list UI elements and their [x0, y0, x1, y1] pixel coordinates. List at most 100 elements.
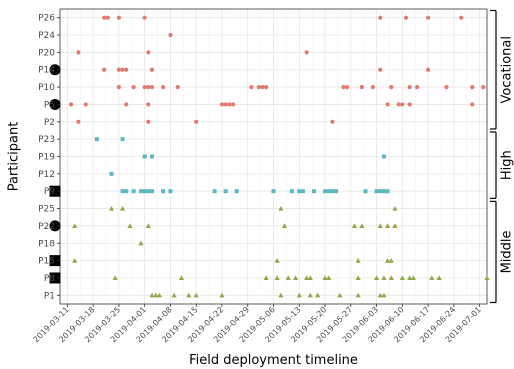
data-point	[76, 50, 81, 55]
data-point	[127, 223, 133, 228]
data-point	[341, 84, 346, 90]
data-point	[249, 84, 254, 90]
data-point	[388, 258, 394, 263]
data-point	[459, 15, 464, 20]
data-point	[142, 84, 147, 90]
data-point	[297, 189, 302, 194]
data-point	[429, 275, 435, 281]
data-point	[385, 102, 390, 107]
data-point	[175, 84, 180, 90]
data-point	[102, 15, 107, 20]
data-point	[146, 102, 151, 107]
data-point	[124, 102, 129, 107]
data-point	[263, 275, 269, 281]
data-point	[131, 189, 136, 194]
y-tick-label: P8	[44, 274, 55, 284]
data-point	[120, 67, 125, 72]
data-point	[414, 84, 420, 90]
data-point	[124, 67, 129, 72]
y-tick-label: P15	[38, 257, 55, 267]
y-tick-label: P24	[38, 31, 55, 41]
data-point	[481, 84, 486, 90]
data-point	[370, 84, 375, 90]
data-point	[351, 223, 358, 228]
data-point	[389, 84, 394, 90]
data-point	[304, 275, 310, 281]
data-point	[289, 189, 294, 194]
data-point	[278, 292, 284, 298]
data-point	[72, 223, 78, 228]
data-point	[363, 189, 368, 194]
data-point	[227, 102, 232, 107]
row-marker-circle	[49, 64, 61, 76]
y-tick-label: P9	[44, 187, 55, 197]
group-label: High	[500, 150, 514, 180]
y-tick-label: P2	[44, 118, 55, 128]
data-point	[359, 223, 365, 228]
data-points	[68, 15, 490, 298]
data-point	[234, 189, 239, 194]
data-point	[94, 137, 99, 142]
row-marker-square	[49, 255, 61, 267]
y-tick-label: P1	[44, 291, 55, 301]
data-point	[470, 84, 475, 90]
y-tick-labels: P26 P24 P20 P14 P10 P5 P2 P23 P19 P12 P9 P25 P22 P18 P…	[38, 14, 60, 301]
data-point	[105, 15, 110, 20]
data-point	[156, 292, 162, 298]
y-tick-label: P22	[38, 222, 55, 232]
data-point	[271, 189, 276, 194]
y-tick-label: P10	[38, 83, 55, 93]
y-tick-label: P19	[38, 153, 55, 163]
data-point	[145, 223, 151, 228]
data-point	[407, 84, 412, 90]
data-point	[223, 189, 228, 194]
data-point	[300, 189, 305, 194]
data-point	[322, 275, 328, 281]
data-point	[142, 15, 147, 20]
data-point	[274, 275, 280, 281]
data-point	[150, 189, 155, 194]
data-point	[212, 189, 217, 194]
data-point	[285, 275, 291, 281]
data-point	[292, 275, 299, 281]
data-point	[381, 154, 386, 159]
data-point	[119, 205, 126, 211]
x-axis-title: Field deployment timeline	[189, 353, 358, 368]
data-point	[146, 189, 151, 194]
data-point	[108, 205, 115, 211]
data-point	[355, 292, 361, 298]
data-point	[120, 189, 125, 194]
data-point	[403, 15, 409, 20]
data-point	[484, 275, 490, 281]
data-point	[150, 154, 155, 159]
data-point	[396, 102, 401, 107]
grid	[60, 9, 487, 304]
data-point	[260, 84, 265, 90]
data-point	[230, 102, 236, 107]
data-point	[311, 189, 316, 194]
y-tick-label: P25	[38, 205, 55, 215]
data-point	[359, 84, 364, 90]
data-point	[131, 84, 136, 90]
data-point	[385, 223, 391, 228]
data-point	[444, 84, 449, 90]
data-point	[381, 275, 387, 281]
data-point	[326, 275, 332, 281]
data-point	[146, 50, 151, 55]
row-marker-circle	[49, 98, 61, 110]
data-point	[153, 292, 159, 298]
data-point	[355, 275, 361, 281]
y-tick-label: P26	[38, 14, 55, 24]
data-point	[219, 102, 225, 107]
data-point	[146, 84, 151, 90]
data-point	[142, 154, 147, 159]
y-tick-label: P18	[38, 239, 55, 249]
data-point	[410, 275, 416, 281]
data-point	[281, 223, 288, 228]
data-point	[146, 119, 151, 124]
y-tick-label: P23	[38, 135, 55, 145]
data-point	[337, 292, 343, 298]
data-point	[76, 119, 81, 124]
data-point	[274, 258, 280, 263]
